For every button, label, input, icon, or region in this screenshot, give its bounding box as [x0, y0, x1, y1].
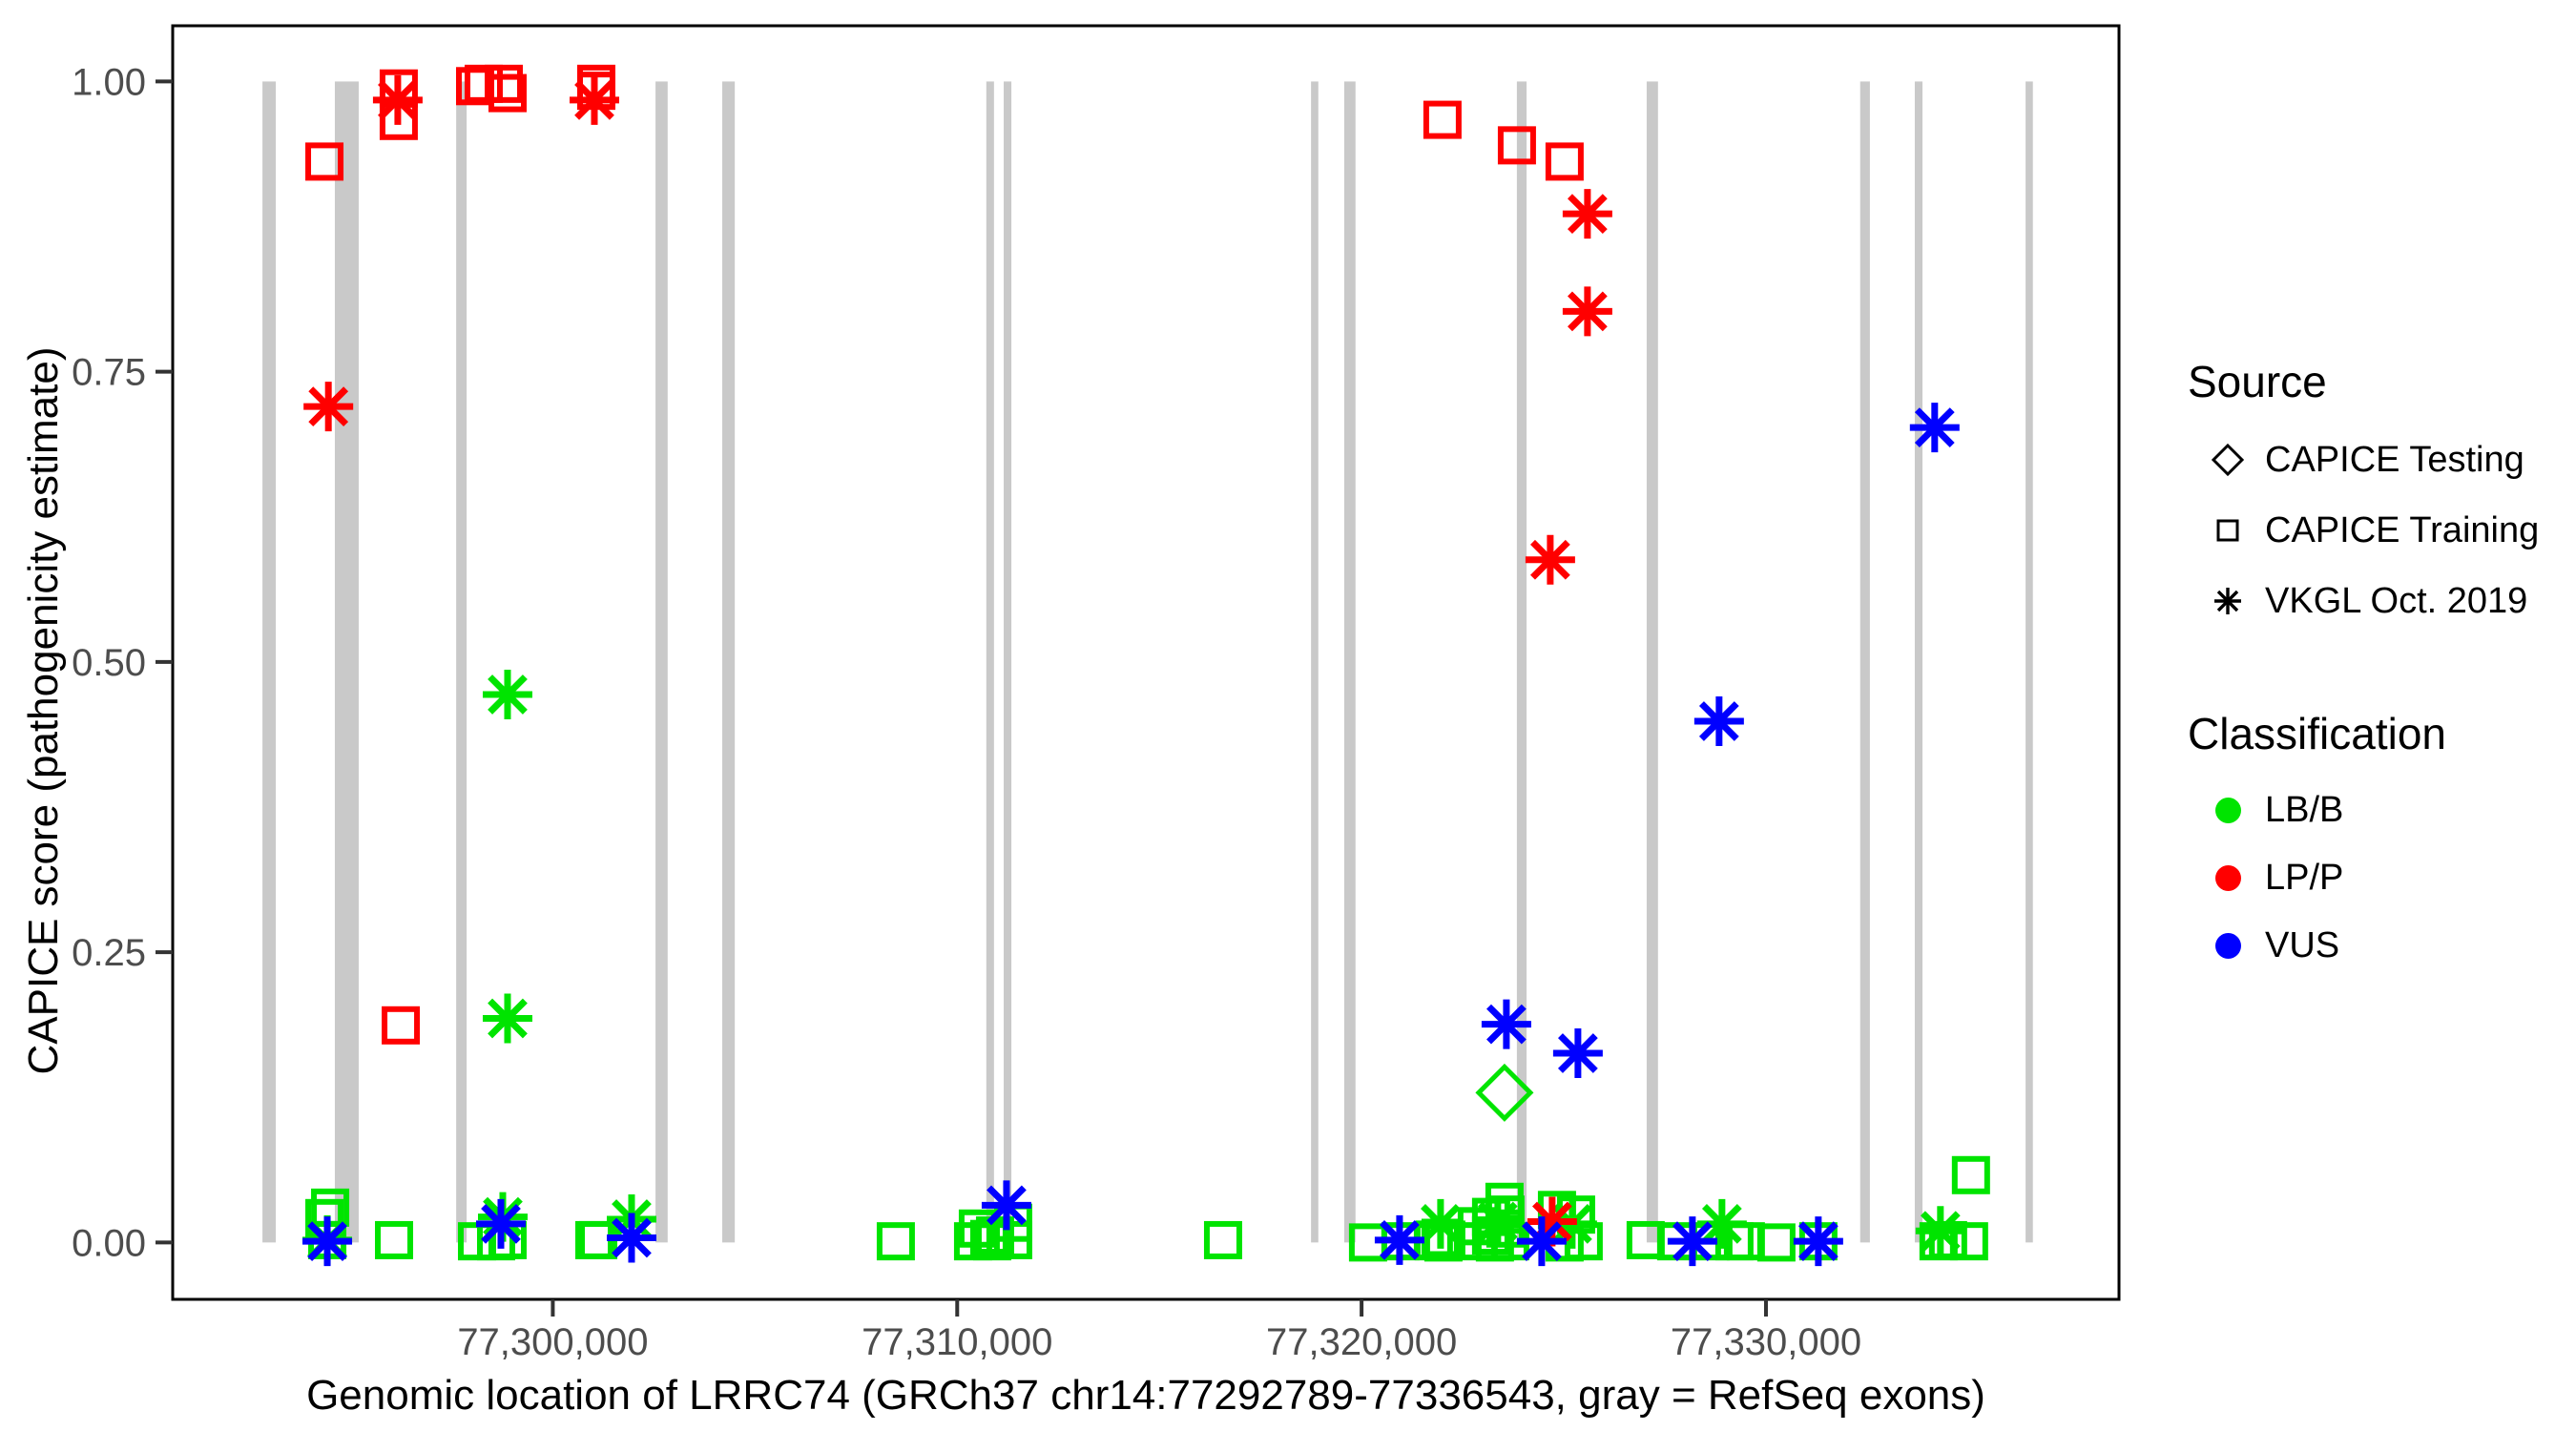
data-point-asterisk: [606, 1213, 656, 1263]
data-point-asterisk: [302, 1216, 353, 1267]
legend-label: LB/B: [2265, 790, 2344, 830]
data-point-asterisk: [1667, 1216, 1717, 1267]
y-tick-label: 0.00: [72, 1222, 146, 1264]
x-tick-label: 77,330,000: [1671, 1321, 1861, 1363]
data-point-square: [1423, 100, 1462, 139]
data-point-square: [305, 142, 344, 181]
data-point-square: [1756, 1223, 1796, 1262]
y-axis-title: CAPICE score (pathogenicity estimate): [20, 346, 67, 1075]
exon-bar: [334, 81, 359, 1243]
exon-bar: [456, 81, 467, 1243]
data-point-asterisk: [569, 74, 619, 125]
data-point-asterisk: [981, 1180, 1031, 1231]
data-point-square: [464, 64, 503, 103]
exon-bar: [1859, 81, 1870, 1243]
legend-label: CAPICE Training: [2265, 509, 2540, 550]
data-point-square: [382, 1006, 421, 1045]
data-point-square: [485, 64, 524, 103]
x-tick-label: 77,320,000: [1266, 1321, 1457, 1363]
legend-item-lbb: LB/B: [2185, 777, 2566, 844]
legend-item-vkgl: VKGL Oct. 2019: [2185, 566, 2566, 636]
data-point-asterisk: [1525, 534, 1575, 585]
legend-item-capice-training: CAPICE Training: [2185, 495, 2566, 566]
data-point-asterisk: [1693, 695, 1744, 746]
data-point-diamond: [1475, 1063, 1534, 1122]
y-tick-label: 0.25: [72, 932, 146, 974]
legend-source: Source CAPICE Testing CAPICE Training: [2185, 356, 2566, 636]
data-point-asterisk: [1793, 1216, 1843, 1267]
exon-bar: [1516, 81, 1527, 1243]
legend-label: LP/P: [2265, 858, 2344, 898]
exon-bar: [1646, 81, 1658, 1243]
y-tick-label: 0.50: [72, 642, 146, 684]
diamond-icon: [2206, 438, 2250, 482]
data-point-asterisk: [482, 993, 532, 1044]
exon-bar: [986, 81, 994, 1243]
exon-bar: [655, 81, 668, 1243]
data-point-asterisk: [1552, 1028, 1603, 1079]
data-point-square: [876, 1222, 915, 1261]
data-point-asterisk: [1909, 403, 1960, 453]
square-icon: [2206, 508, 2250, 552]
data-point-square: [993, 1220, 1032, 1259]
exon-bar: [262, 81, 277, 1243]
exon-bar: [2025, 81, 2033, 1243]
data-point-square: [1497, 126, 1536, 165]
exon-bar: [722, 81, 736, 1243]
legend-label: CAPICE Testing: [2265, 439, 2524, 480]
x-tick-label: 77,300,000: [457, 1321, 648, 1363]
data-point-asterisk: [303, 382, 354, 432]
data-point-asterisk: [482, 669, 532, 719]
exon-bar: [1914, 81, 1923, 1243]
x-axis-title: Genomic location of LRRC74 (GRCh37 chr14…: [306, 1372, 1985, 1419]
green-dot-icon: [2206, 789, 2250, 833]
legend-item-lpp: LP/P: [2185, 844, 2566, 912]
x-tick-label: 77,310,000: [862, 1321, 1052, 1363]
legend-classification: Classification LB/B LP/P VUS: [2185, 708, 2566, 980]
asterisk-icon: [2206, 579, 2250, 623]
data-point-asterisk: [1415, 1198, 1465, 1249]
data-point-asterisk: [1516, 1216, 1567, 1267]
data-point-square: [1545, 142, 1584, 181]
y-tick-label: 1.00: [72, 61, 146, 103]
data-point-square: [488, 73, 527, 113]
data-point-asterisk: [1562, 189, 1612, 239]
data-point-asterisk: [1472, 1196, 1523, 1247]
red-dot-icon: [2206, 857, 2250, 901]
legend-label: VUS: [2265, 925, 2340, 965]
data-point-asterisk: [1915, 1206, 1965, 1256]
data-point-asterisk: [1562, 286, 1612, 337]
legend-classification-title: Classification: [2188, 709, 2446, 758]
legend-item-vus: VUS: [2185, 912, 2566, 980]
legend-source-title: Source: [2188, 357, 2327, 406]
data-point-asterisk: [475, 1198, 526, 1249]
data-point-asterisk: [1374, 1214, 1424, 1265]
legend-label: VKGL Oct. 2019: [2265, 580, 2528, 621]
y-tick-label: 0.75: [72, 352, 146, 394]
data-point-square: [1726, 1222, 1765, 1261]
data-point-square: [1951, 1155, 1990, 1194]
data-point-asterisk: [372, 74, 423, 125]
exon-bar: [1343, 81, 1356, 1243]
legend-item-capice-testing: CAPICE Testing: [2185, 425, 2566, 495]
blue-dot-icon: [2206, 924, 2250, 968]
exon-bar: [1311, 81, 1319, 1243]
data-point-square: [375, 1220, 414, 1259]
data-point-square: [1203, 1220, 1242, 1259]
exon-bar: [1004, 81, 1012, 1243]
data-point-asterisk: [1481, 999, 1531, 1049]
